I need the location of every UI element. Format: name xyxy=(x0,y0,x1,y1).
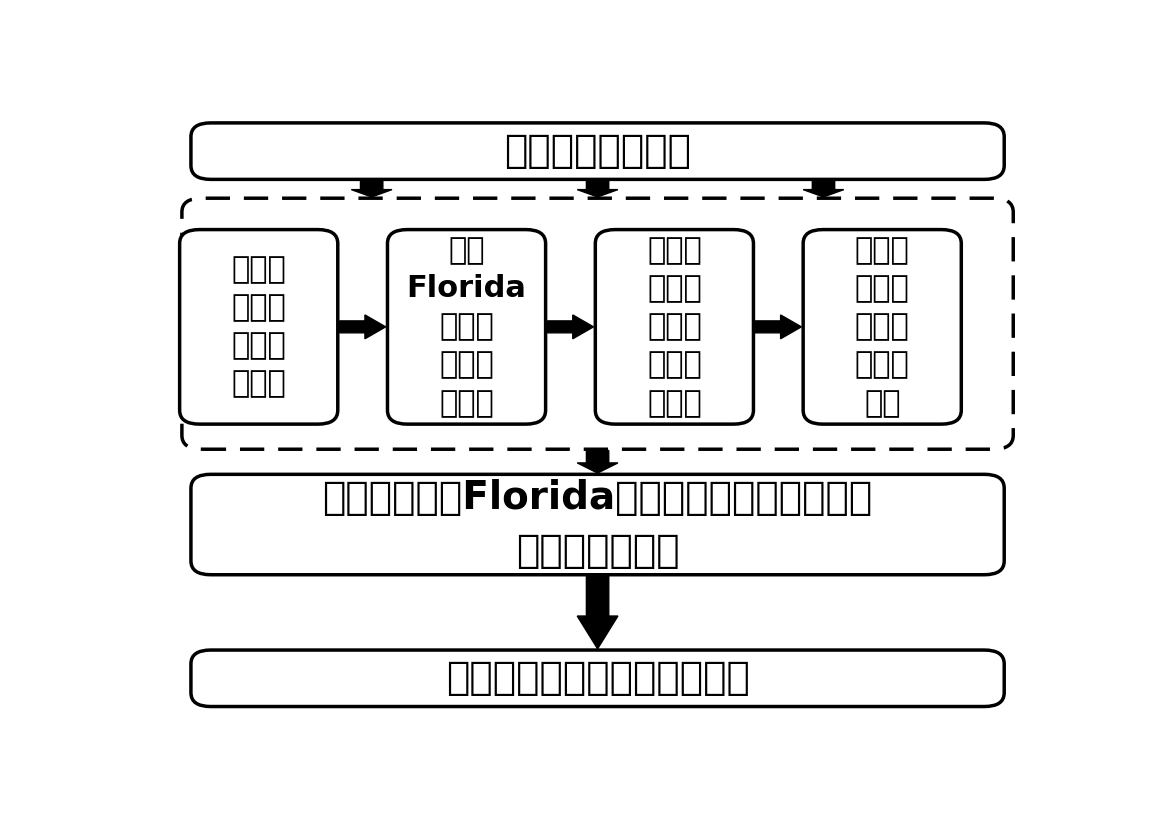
FancyBboxPatch shape xyxy=(180,230,338,424)
FancyBboxPatch shape xyxy=(803,230,961,424)
FancyBboxPatch shape xyxy=(182,198,1013,449)
FancyBboxPatch shape xyxy=(387,230,546,424)
Text: 确定螺栓连接结构: 确定螺栓连接结构 xyxy=(504,132,691,170)
Text: 测量螺
栓接触
表面的
粗糙度: 测量螺 栓接触 表面的 粗糙度 xyxy=(231,255,286,399)
Polygon shape xyxy=(577,181,618,197)
Polygon shape xyxy=(351,181,392,197)
Text: 基于
Florida
理论的
栓接接
触模型: 基于 Florida 理论的 栓接接 触模型 xyxy=(407,236,527,418)
Text: 提出改
进的微
凸体峰
值指数
分布: 提出改 进的微 凸体峰 值指数 分布 xyxy=(855,236,909,418)
Text: 摩擦系数数值结果与试验检验: 摩擦系数数值结果与试验检验 xyxy=(445,659,750,698)
FancyBboxPatch shape xyxy=(596,230,753,424)
Polygon shape xyxy=(803,181,844,197)
FancyBboxPatch shape xyxy=(191,123,1004,179)
Text: 得到基于基于Florida理论的栓接接触表面摩擦
系数的计算结果: 得到基于基于Florida理论的栓接接触表面摩擦 系数的计算结果 xyxy=(323,479,872,570)
Polygon shape xyxy=(756,315,801,339)
Polygon shape xyxy=(547,315,593,339)
FancyBboxPatch shape xyxy=(191,474,1004,575)
Text: 引入栓
接接触
表面的
压力分
布函数: 引入栓 接接触 表面的 压力分 布函数 xyxy=(647,236,702,418)
FancyBboxPatch shape xyxy=(191,650,1004,707)
Polygon shape xyxy=(339,315,386,339)
Polygon shape xyxy=(577,451,618,473)
Polygon shape xyxy=(577,576,618,649)
